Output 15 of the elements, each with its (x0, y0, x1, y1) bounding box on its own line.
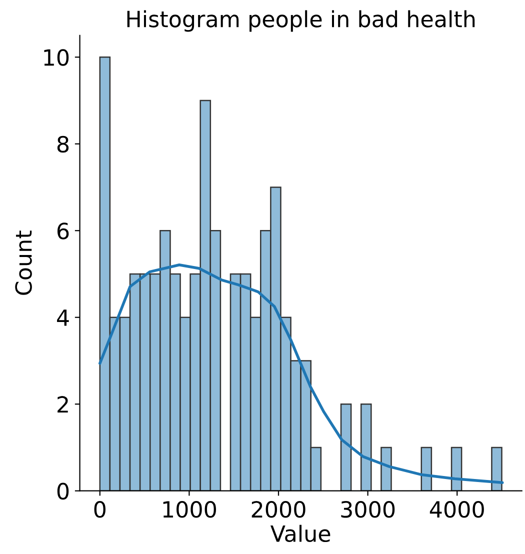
y-axis-title: Count (15, 230, 32, 295)
y-tick-label: 6 (57, 222, 69, 240)
chart-title: Histogram people in bad health (127, 10, 475, 32)
y-tick-label: 4 (57, 310, 69, 326)
y-tick-label: 2 (58, 396, 68, 413)
y-tick-label: 10 (44, 49, 69, 66)
x-axis-title: Value (270, 524, 330, 542)
x-tick-label: 4000 (430, 500, 484, 518)
x-tick-label: 2000 (252, 500, 306, 518)
line-series (98, 263, 504, 484)
x-tick-label: 1000 (163, 500, 216, 518)
x-tick-label: 0 (94, 500, 106, 518)
y-tick-label: 8 (57, 136, 69, 153)
x-tick-label: 3000 (341, 500, 395, 518)
y-tick-label: 0 (57, 482, 69, 500)
